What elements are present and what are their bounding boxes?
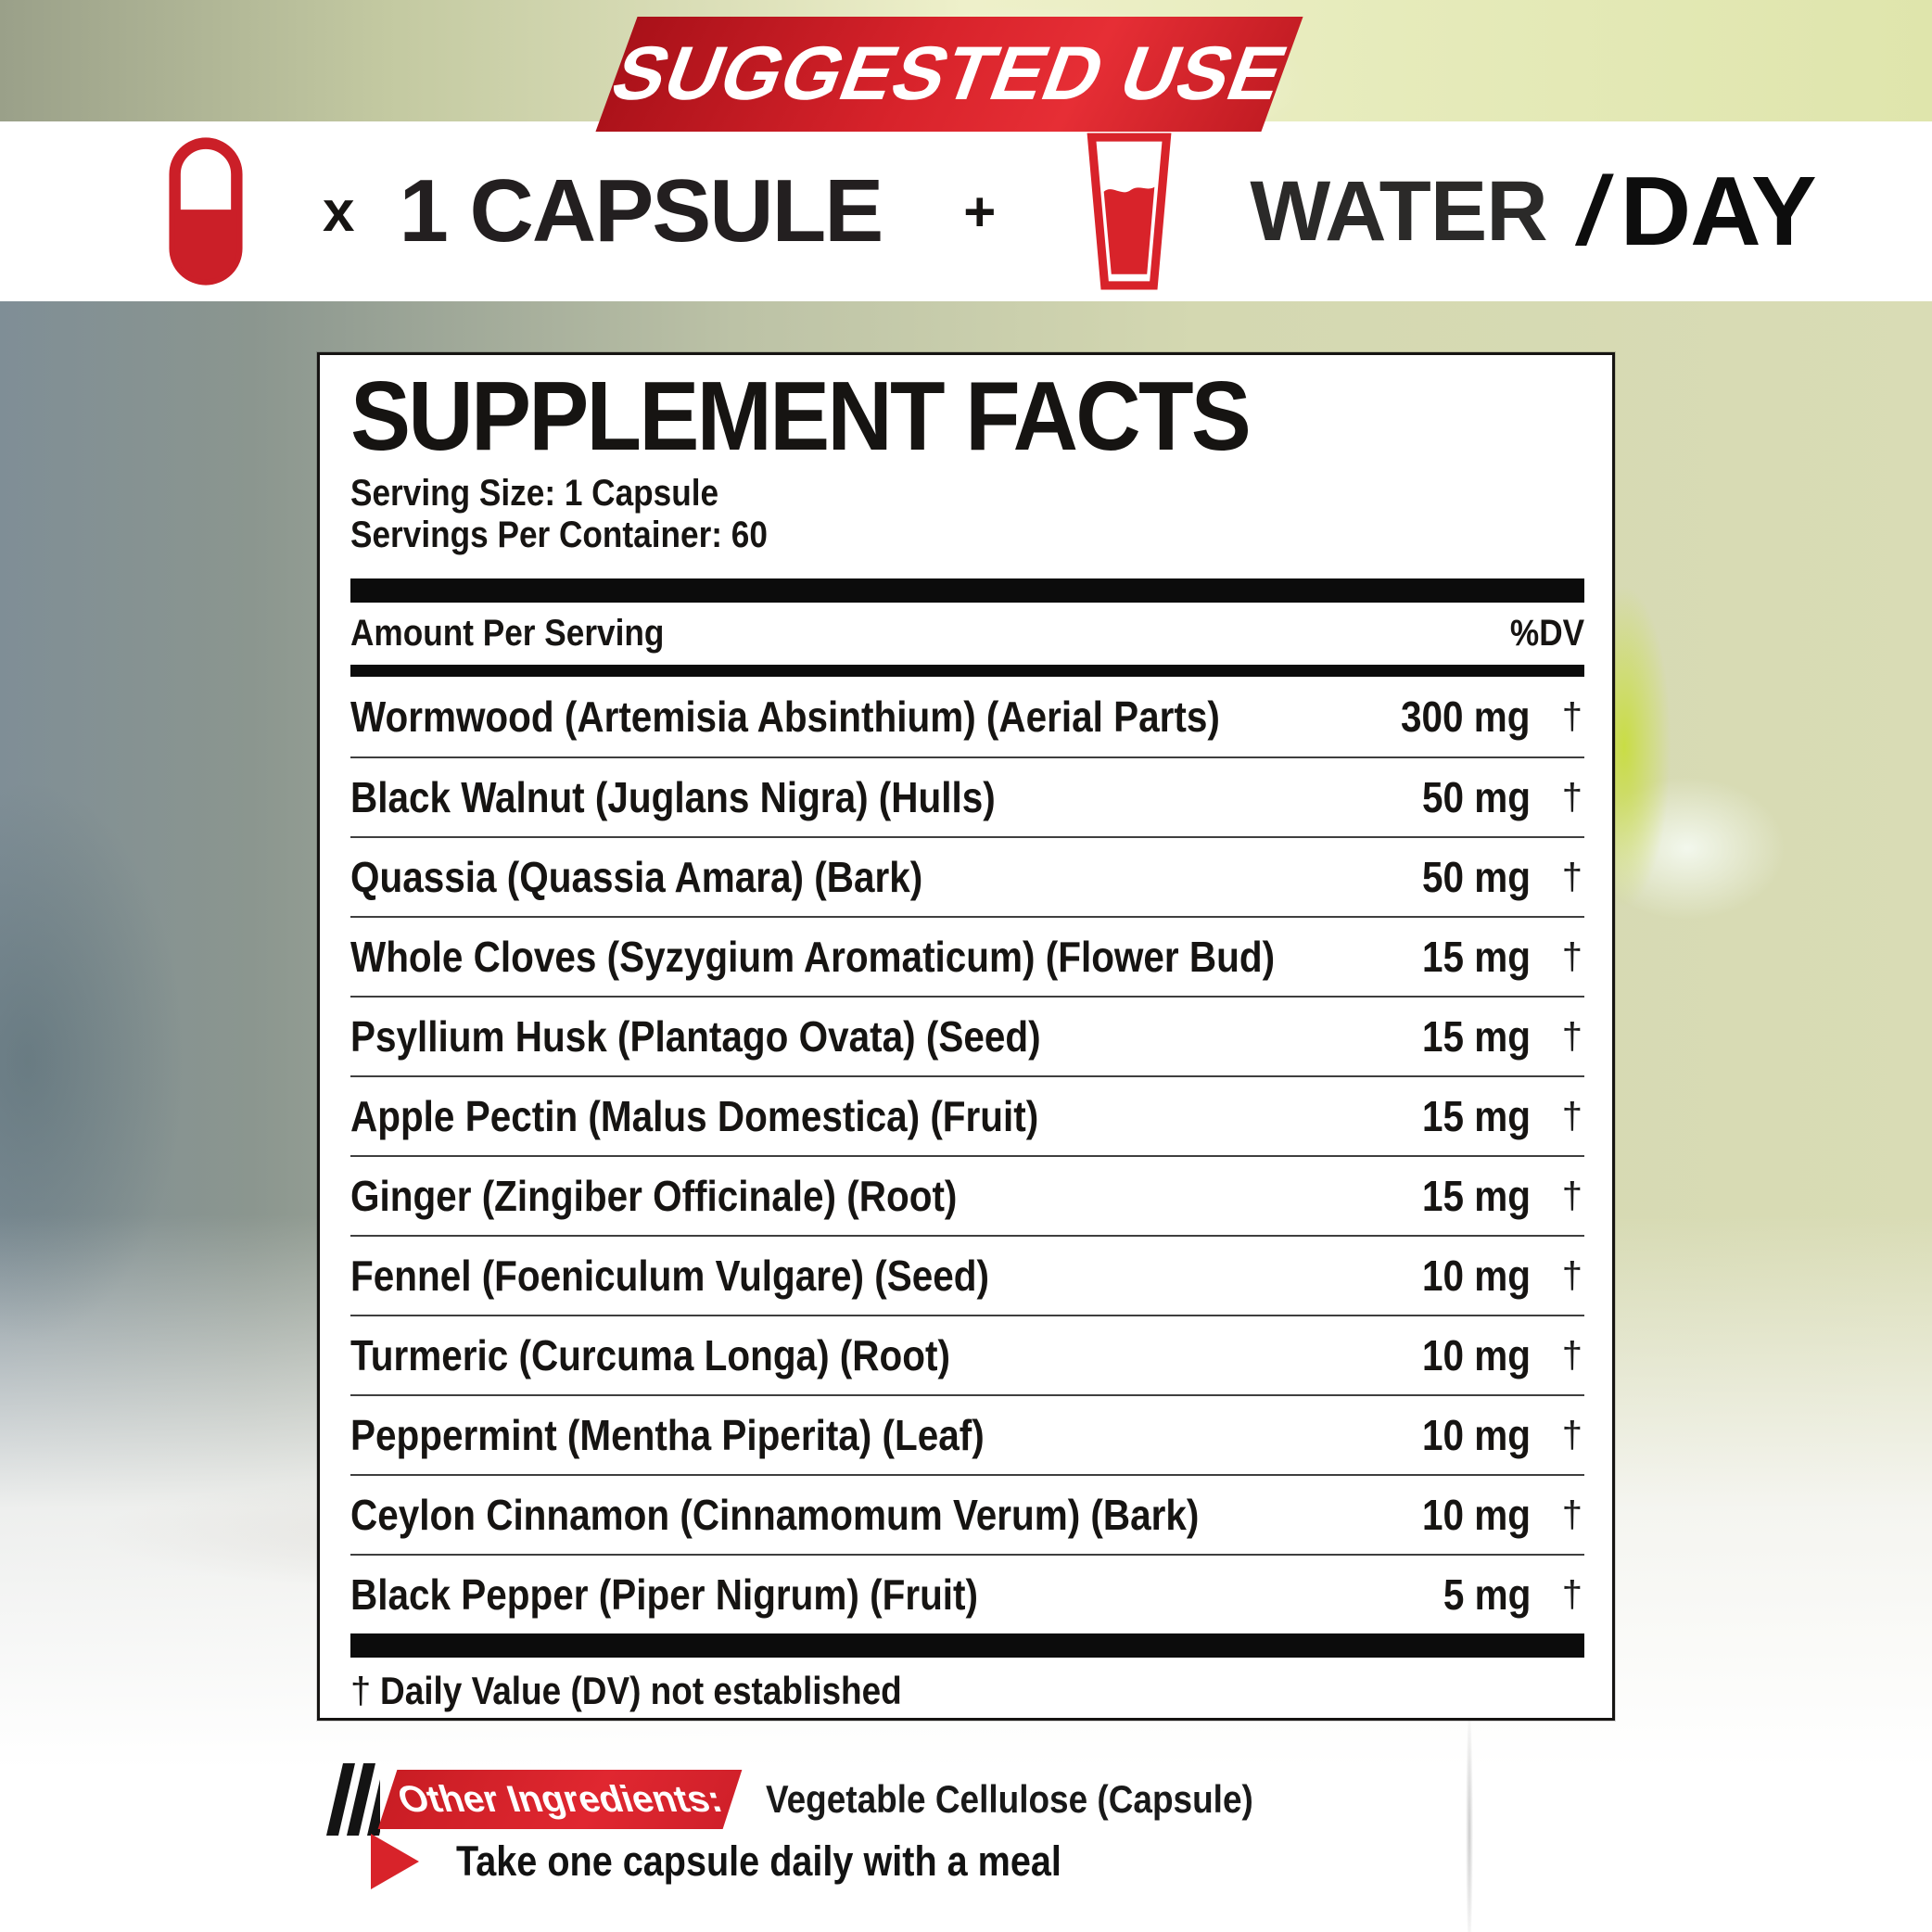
ingredient-name: Turmeric (Curcuma Longa) (Root) — [350, 1331, 950, 1380]
dv-header: %DV — [1509, 613, 1584, 655]
ingredient-name: Black Walnut (Juglans Nigra) (Hulls) — [350, 773, 996, 822]
other-ingredients-badge: Other Ingredients: — [377, 1770, 743, 1829]
arrow-right-icon — [371, 1834, 419, 1889]
divider-bar-bottom — [350, 1633, 1584, 1659]
ingredient-amount: 15 mg — [1422, 1012, 1531, 1061]
directions-row: Take one capsule daily with a meal — [371, 1834, 1144, 1889]
ingredient-amount: 10 mg — [1422, 1491, 1531, 1540]
ingredient-amount: 15 mg — [1422, 1092, 1531, 1141]
table-row: Whole Cloves (Syzygium Aromaticum) (Flow… — [350, 916, 1584, 996]
dv-dagger: † — [1561, 1573, 1582, 1615]
other-ingredients-row: Other Ingredients: Vegetable Cellulose (… — [326, 1763, 1320, 1836]
ingredient-amount: 10 mg — [1422, 1331, 1531, 1380]
ingredient-name: Ceylon Cinnamon (Cinnamomum Verum) (Bark… — [350, 1491, 1200, 1540]
ingredient-amount: 50 mg — [1422, 773, 1531, 822]
table-row: Fennel (Foeniculum Vulgare) (Seed) 10 mg † — [350, 1235, 1584, 1315]
capsule-icon — [169, 137, 243, 286]
dv-dagger: † — [1561, 1175, 1582, 1216]
suggested-use-banner: SUGGESTED USE — [595, 17, 1303, 132]
ingredient-amount: 300 mg — [1401, 693, 1531, 742]
panel-title: SUPPLEMENT FACTS — [350, 362, 1252, 471]
ingredient-name: Psyllium Husk (Plantago Ovata) (Seed) — [350, 1012, 1041, 1061]
table-row: Wormwood (Artemisia Absinthium) (Aerial … — [350, 677, 1584, 756]
ingredient-name: Black Pepper (Piper Nigrum) (Fruit) — [350, 1570, 979, 1620]
serving-size: Serving Size: 1 Capsule — [350, 472, 719, 514]
dv-dagger: † — [1561, 1334, 1582, 1376]
water-label: WATER — [1250, 163, 1547, 259]
ingredient-name: Apple Pectin (Malus Domestica) (Fruit) — [350, 1092, 1039, 1141]
supplement-facts-panel: SUPPLEMENT FACTS Serving Size: 1 Capsule… — [317, 352, 1615, 1721]
divider-bar-top — [350, 578, 1584, 604]
ingredient-amount: 15 mg — [1422, 1172, 1531, 1221]
table-row: Ceylon Cinnamon (Cinnamomum Verum) (Bark… — [350, 1474, 1584, 1554]
table-row: Apple Pectin (Malus Domestica) (Fruit) 15… — [350, 1075, 1584, 1155]
table-row: Quassia (Quassia Amara) (Bark) 50 mg † — [350, 836, 1584, 916]
dv-dagger: † — [1561, 1254, 1582, 1296]
amount-per-serving-header: Amount Per Serving — [350, 613, 665, 655]
ingredient-name: Fennel (Foeniculum Vulgare) (Seed) — [350, 1252, 989, 1301]
table-row: Peppermint (Mentha Piperita) (Leaf) 10 mg… — [350, 1394, 1584, 1474]
day-label: DAY — [1620, 156, 1817, 266]
ingredient-amount: 50 mg — [1422, 853, 1531, 902]
footnote-dagger: † — [350, 1670, 372, 1711]
footnote-text: Daily Value (DV) not established — [380, 1669, 903, 1713]
water-glass-icon — [1087, 133, 1172, 290]
ingredient-amount: 10 mg — [1422, 1411, 1531, 1460]
dv-dagger: † — [1561, 776, 1582, 818]
dv-dagger: † — [1561, 1015, 1582, 1057]
dv-dagger: † — [1561, 1414, 1582, 1455]
directions-text: Take one capsule daily with a meal — [456, 1837, 1061, 1885]
table-row: Black Walnut (Juglans Nigra) (Hulls) 50 m… — [350, 756, 1584, 836]
times-label: x — [323, 179, 355, 244]
dose-label: 1 CAPSULE — [399, 161, 883, 261]
dv-dagger: † — [1561, 856, 1582, 897]
ingredient-name: Ginger (Zingiber Officinale) (Root) — [350, 1172, 958, 1221]
table-row: Turmeric (Curcuma Longa) (Root) 10 mg † — [350, 1315, 1584, 1394]
divider-bar-header — [350, 665, 1584, 678]
slash-separator: / — [1578, 157, 1606, 265]
table-row: Ginger (Zingiber Officinale) (Root) 15 mg… — [350, 1155, 1584, 1235]
ingredient-table: Wormwood (Artemisia Absinthium) (Aerial … — [350, 677, 1584, 1633]
table-row: Psyllium Husk (Plantago Ovata) (Seed) 15 … — [350, 996, 1584, 1075]
ingredient-amount: 15 mg — [1422, 933, 1531, 982]
dv-dagger: † — [1561, 695, 1582, 737]
dv-dagger: † — [1561, 1095, 1582, 1137]
ingredient-amount: 10 mg — [1422, 1252, 1531, 1301]
dv-dagger: † — [1561, 935, 1582, 977]
dv-dagger: † — [1561, 1493, 1582, 1535]
hatch-stripes-icon — [326, 1763, 380, 1836]
dv-footnote: † Daily Value (DV) not established — [350, 1669, 1584, 1713]
ingredient-name: Peppermint (Mentha Piperita) (Leaf) — [350, 1411, 985, 1460]
ingredient-amount: 5 mg — [1443, 1570, 1531, 1620]
suggested-use-band: x 1 CAPSULE + WATER / DAY — [0, 121, 1932, 301]
table-row: Black Pepper (Piper Nigrum) (Fruit) 5 mg † — [350, 1554, 1584, 1633]
plus-label: + — [963, 180, 997, 243]
other-ingredients-value: Vegetable Cellulose (Capsule) — [766, 1777, 1253, 1821]
ingredient-name: Whole Cloves (Syzygium Aromaticum) (Flow… — [350, 933, 1276, 982]
table-header: Amount Per Serving %DV — [350, 603, 1584, 665]
servings-per-container: Servings Per Container: 60 — [350, 515, 768, 556]
ingredient-name: Quassia (Quassia Amara) (Bark) — [350, 853, 923, 902]
ingredient-name: Wormwood (Artemisia Absinthium) (Aerial … — [350, 693, 1220, 742]
other-ingredients-label: Other Ingredients: — [392, 1778, 728, 1820]
banner-title: SUGGESTED USE — [600, 32, 1299, 116]
